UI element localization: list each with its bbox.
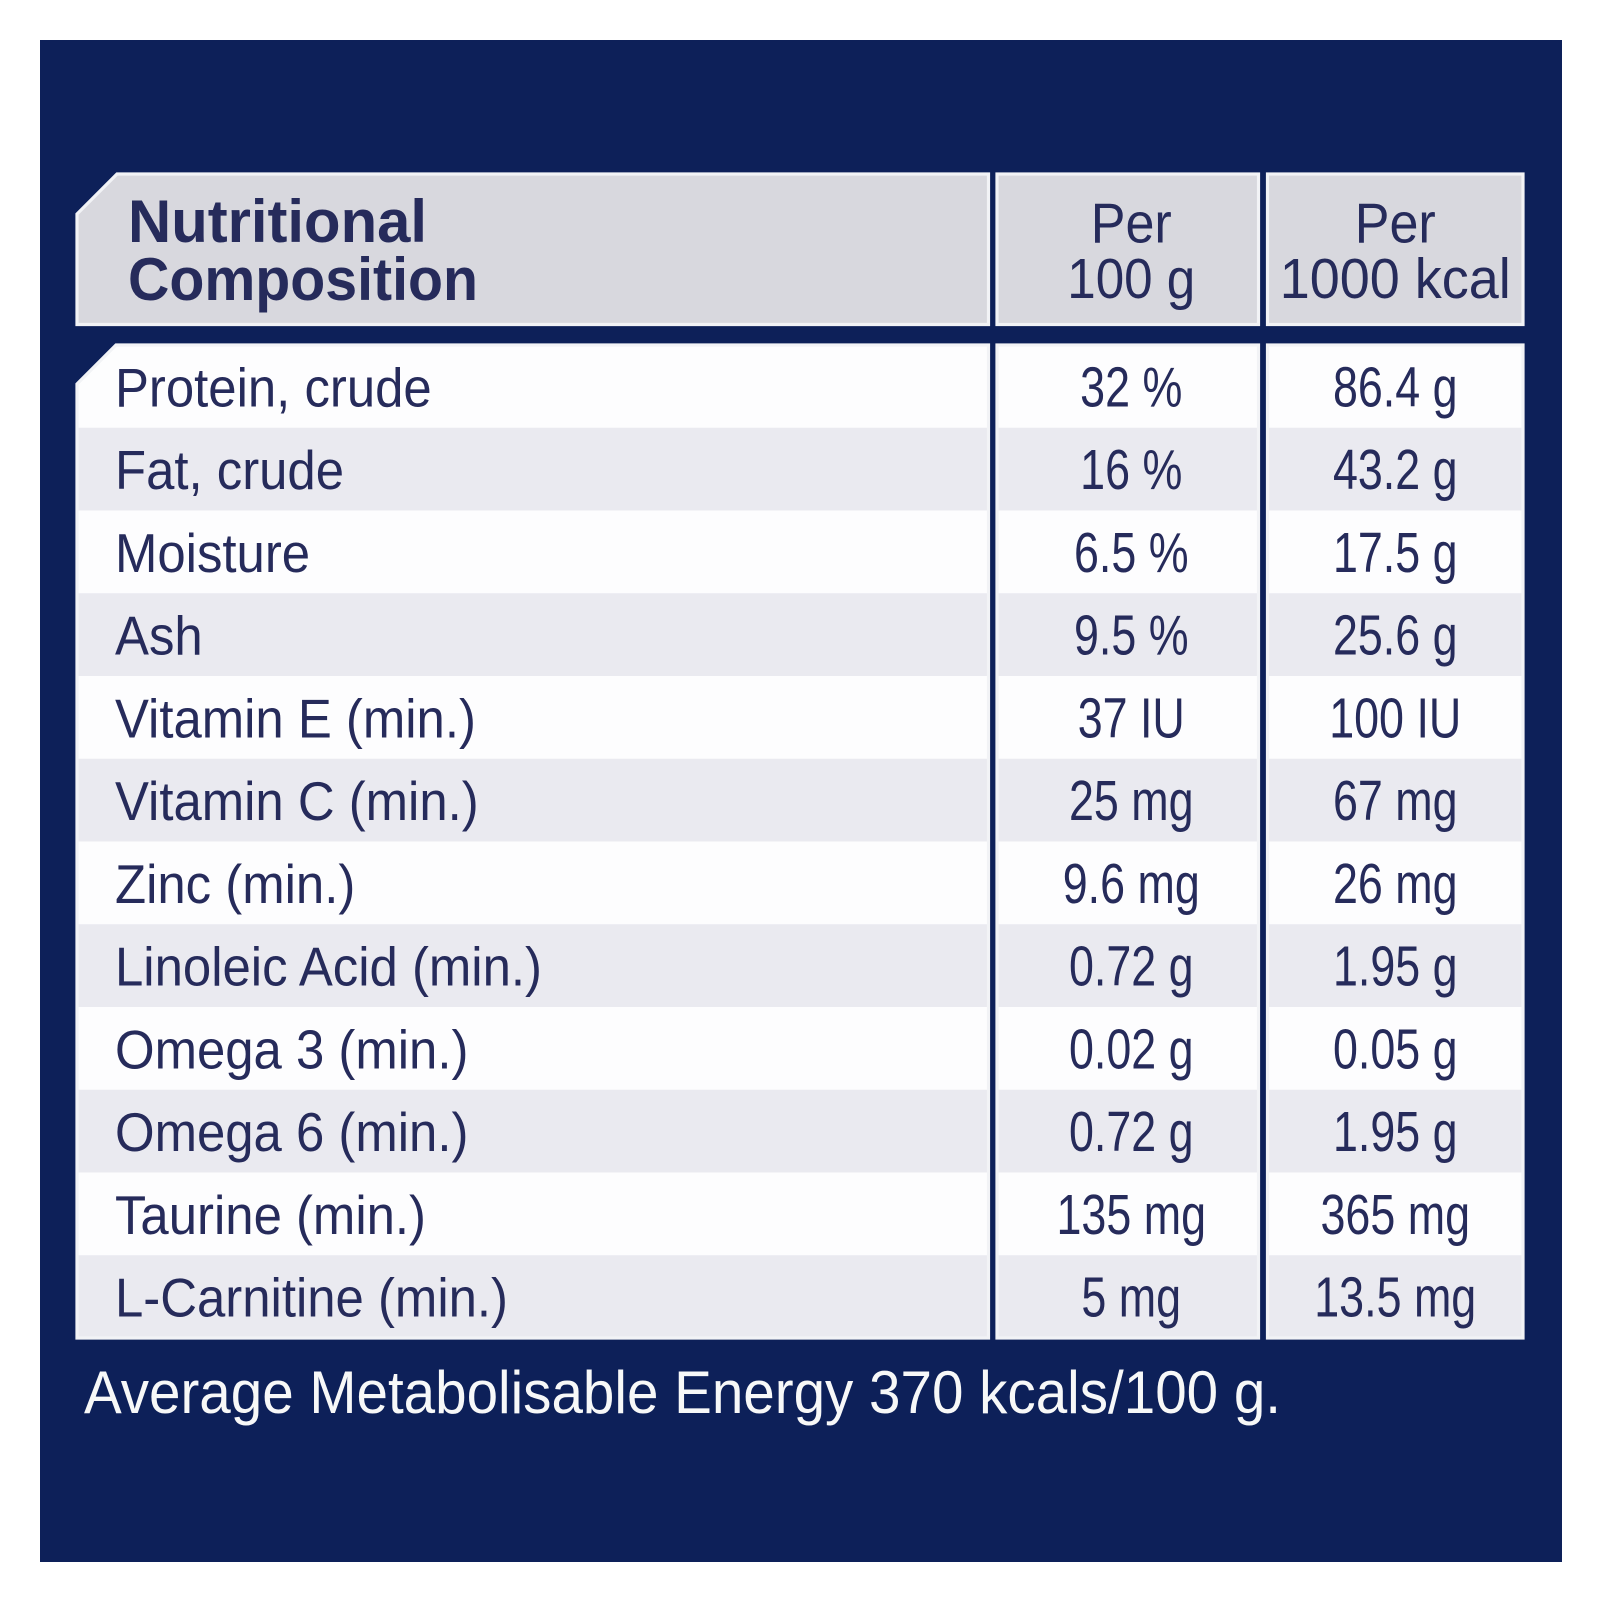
svg-text:Per: Per	[1355, 192, 1436, 256]
svg-text:0.02 g: 0.02 g	[1069, 1017, 1194, 1080]
svg-text:365 mg: 365 mg	[1321, 1183, 1471, 1246]
svg-text:86.4 g: 86.4 g	[1333, 355, 1458, 418]
svg-text:16 %: 16 %	[1080, 438, 1182, 501]
svg-text:100 IU: 100 IU	[1329, 686, 1461, 749]
svg-text:25.6 g: 25.6 g	[1333, 604, 1458, 667]
svg-text:1.95 g: 1.95 g	[1333, 935, 1458, 998]
svg-text:Per: Per	[1091, 192, 1172, 256]
svg-text:Zinc (min.): Zinc (min.)	[115, 853, 355, 915]
svg-text:37 IU: 37 IU	[1078, 686, 1185, 749]
svg-text:Omega 6 (min.): Omega 6 (min.)	[115, 1101, 468, 1163]
svg-text:Taurine (min.): Taurine (min.)	[115, 1184, 426, 1246]
svg-text:9.6 mg: 9.6 mg	[1063, 852, 1200, 915]
svg-text:100 g: 100 g	[1067, 247, 1195, 311]
svg-text:1.95 g: 1.95 g	[1333, 1100, 1458, 1163]
svg-text:Moisture: Moisture	[115, 522, 310, 584]
svg-text:6.5 %: 6.5 %	[1074, 521, 1189, 584]
svg-text:Nutritional: Nutritional	[128, 188, 427, 255]
svg-text:Protein, crude: Protein, crude	[115, 356, 432, 418]
svg-text:135 mg: 135 mg	[1057, 1183, 1207, 1246]
svg-text:9.5 %: 9.5 %	[1074, 604, 1189, 667]
svg-text:Composition: Composition	[128, 246, 478, 313]
svg-text:Omega 3 (min.): Omega 3 (min.)	[115, 1018, 468, 1080]
svg-text:0.05 g: 0.05 g	[1333, 1017, 1458, 1080]
svg-text:Vitamin C (min.): Vitamin C (min.)	[115, 770, 479, 832]
svg-text:0.72 g: 0.72 g	[1069, 935, 1194, 998]
svg-text:Vitamin E (min.): Vitamin E (min.)	[115, 687, 476, 749]
svg-text:0.72 g: 0.72 g	[1069, 1100, 1194, 1163]
svg-text:17.5 g: 17.5 g	[1333, 521, 1458, 584]
svg-text:5 mg: 5 mg	[1081, 1266, 1181, 1329]
svg-text:13.5 mg: 13.5 mg	[1314, 1266, 1476, 1329]
svg-text:Fat, crude: Fat, crude	[115, 439, 344, 501]
svg-text:1000 kcal: 1000 kcal	[1280, 247, 1511, 311]
svg-text:26 mg: 26 mg	[1333, 852, 1458, 915]
svg-text:67 mg: 67 mg	[1333, 769, 1458, 832]
svg-text:Linoleic Acid (min.): Linoleic Acid (min.)	[115, 936, 542, 998]
svg-text:25 mg: 25 mg	[1069, 769, 1194, 832]
svg-text:Ash: Ash	[115, 605, 203, 667]
svg-text:43.2 g: 43.2 g	[1333, 438, 1458, 501]
svg-text:32 %: 32 %	[1080, 355, 1182, 418]
svg-text:Average Metabolisable Energy 3: Average Metabolisable Energy 370 kcals/1…	[84, 1359, 1281, 1426]
svg-text:L-Carnitine (min.): L-Carnitine (min.)	[115, 1267, 508, 1329]
